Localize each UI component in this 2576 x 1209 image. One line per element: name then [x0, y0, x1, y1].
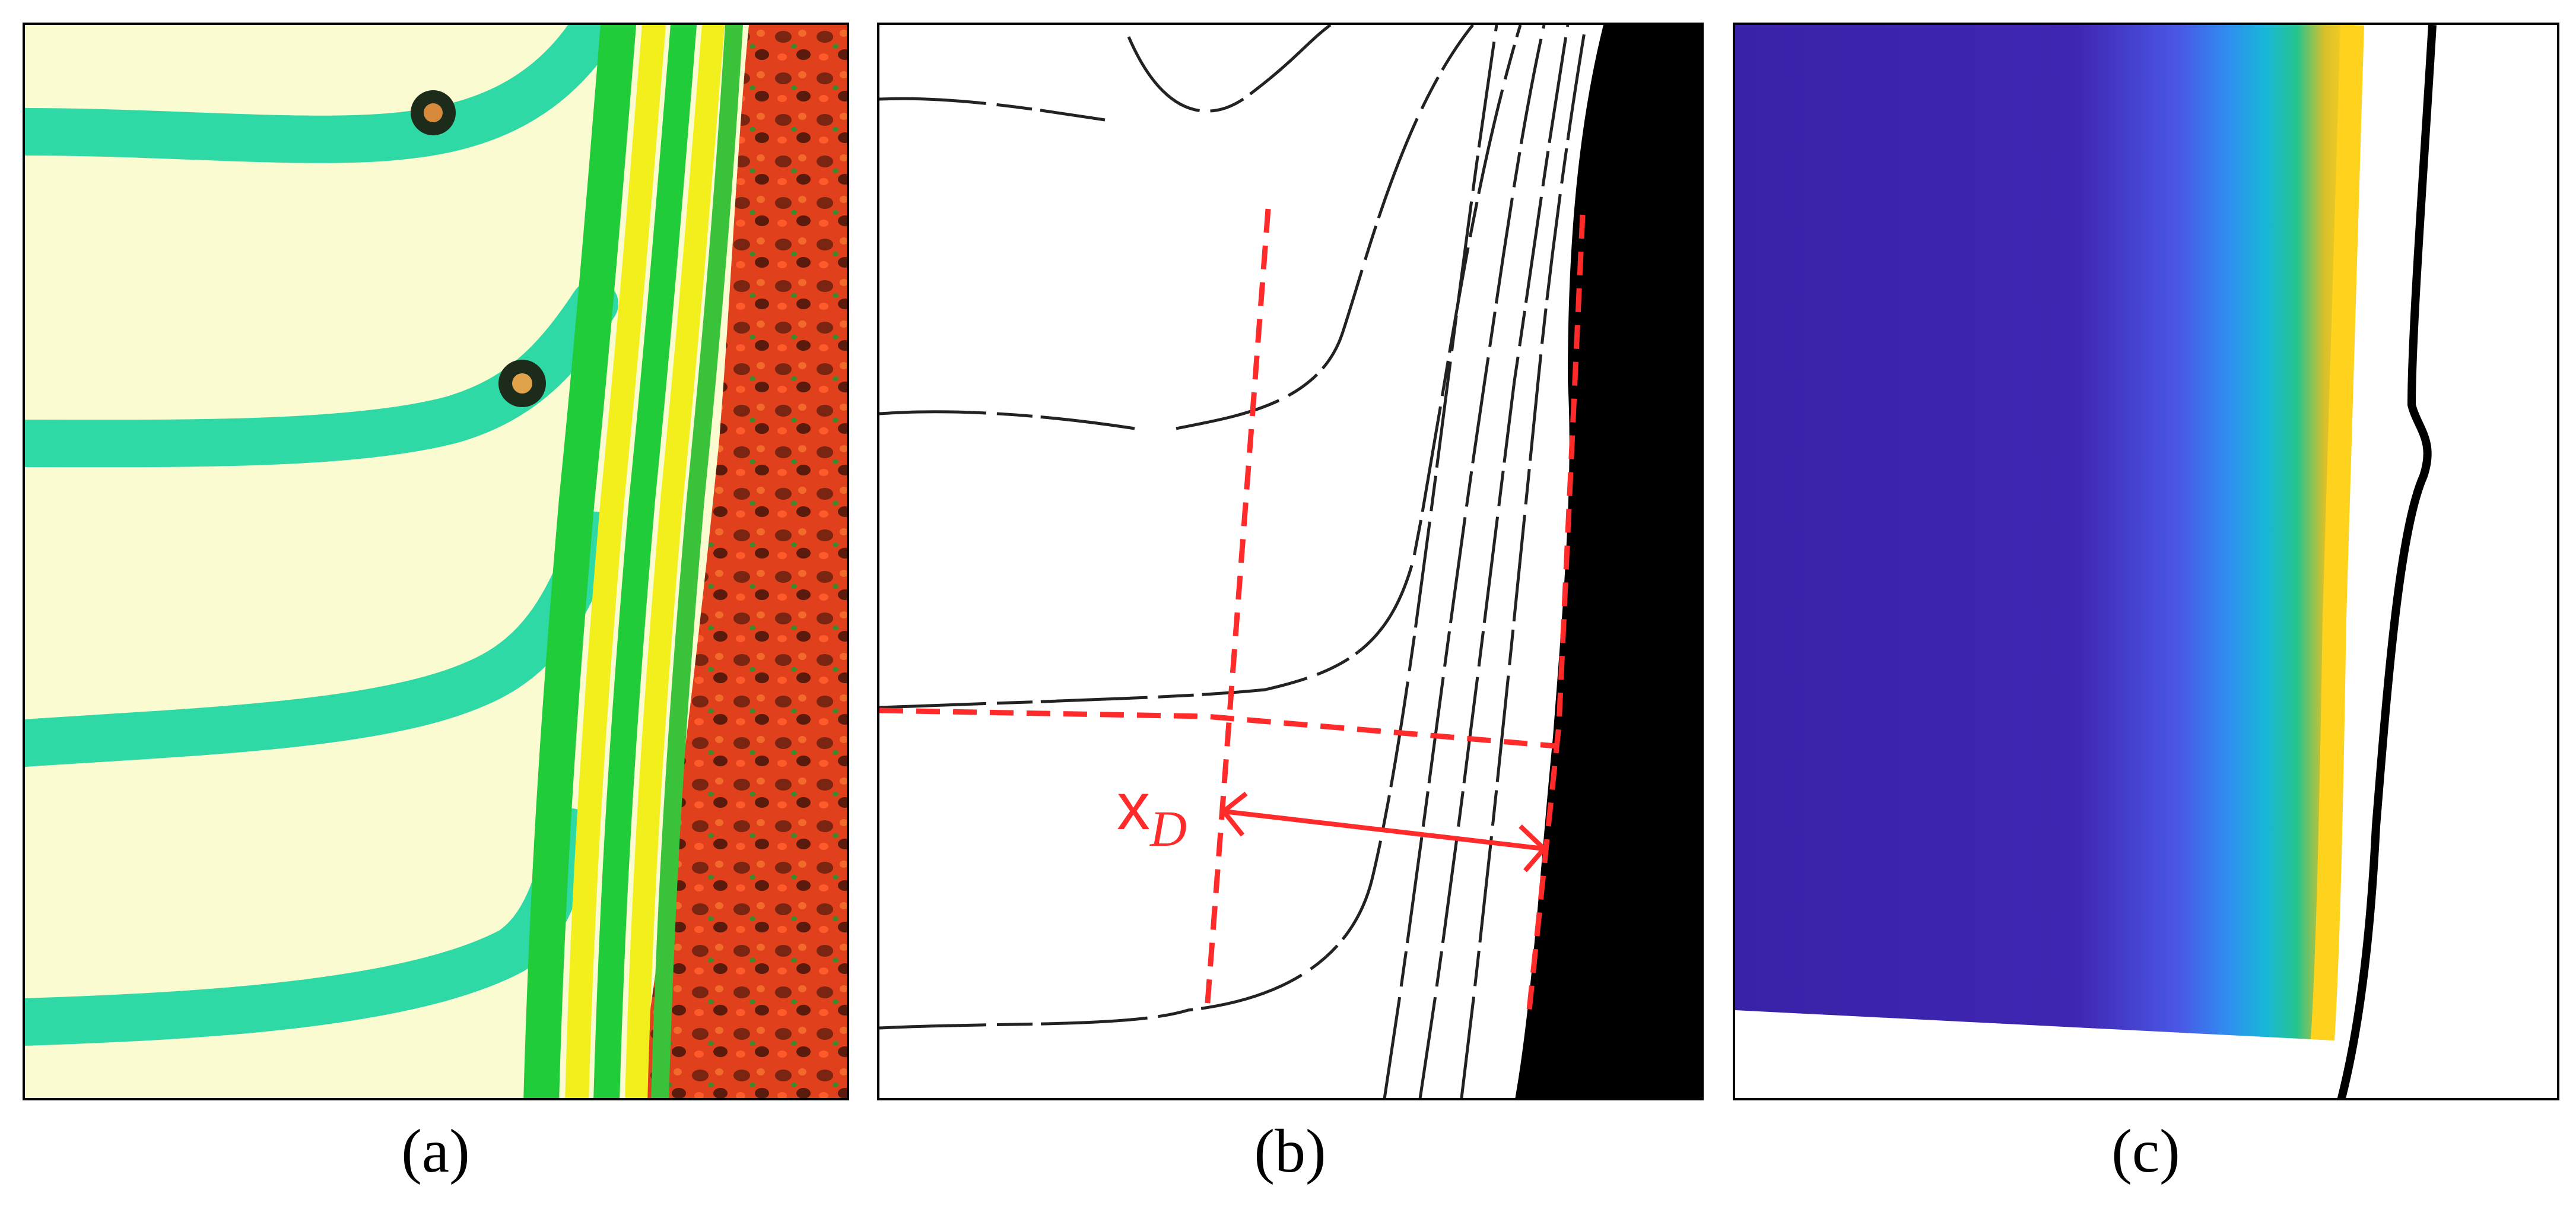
yellow-band-1: [565, 25, 666, 1098]
contour-line-4: [879, 25, 1498, 1030]
caption-a: (a): [401, 1117, 470, 1185]
caption-c: (c): [2111, 1117, 2180, 1185]
panel-a-graphic: [25, 25, 847, 1098]
black-boundary-curve: [2337, 25, 2437, 1098]
caption-b: (b): [1254, 1117, 1326, 1185]
vertical-dashed-reference-line: [1204, 208, 1271, 1011]
contour-line-6: [1418, 25, 1570, 1098]
boundary-dashed-line: [1526, 214, 1586, 1011]
panel-b-contour-diagram: xD: [877, 23, 1704, 1100]
panel-a-pseudocolor-image: [23, 23, 849, 1100]
xd-label: xD: [1117, 769, 1187, 857]
green-band-1: [523, 25, 636, 1098]
yellow-band-2: [625, 25, 725, 1098]
red-textured-region: [637, 25, 847, 1098]
green-band-2: [593, 25, 697, 1098]
panel-c-gradient-map: [1733, 23, 2559, 1100]
contour-line-7: [1460, 25, 1587, 1098]
xd-double-arrow: [1220, 791, 1548, 872]
black-boundary-region: [1515, 25, 1701, 1098]
contour-line-5: [1383, 25, 1546, 1098]
green-band-3: [651, 25, 743, 1098]
panel-b-graphic: xD: [879, 25, 1701, 1098]
dark-spots: [411, 90, 546, 407]
contour-line-1: [879, 25, 1332, 122]
color-gradient-region: [1735, 25, 2352, 1040]
yellow-edge-band: [2311, 25, 2364, 1041]
teal-streak-1: [25, 25, 612, 163]
contour-line-3: [879, 25, 1522, 709]
horizontal-dashed-line: [879, 707, 1557, 749]
teal-streak-2: [25, 280, 618, 468]
contour-line-2: [879, 25, 1474, 430]
panel-c-graphic: [1735, 25, 2557, 1098]
